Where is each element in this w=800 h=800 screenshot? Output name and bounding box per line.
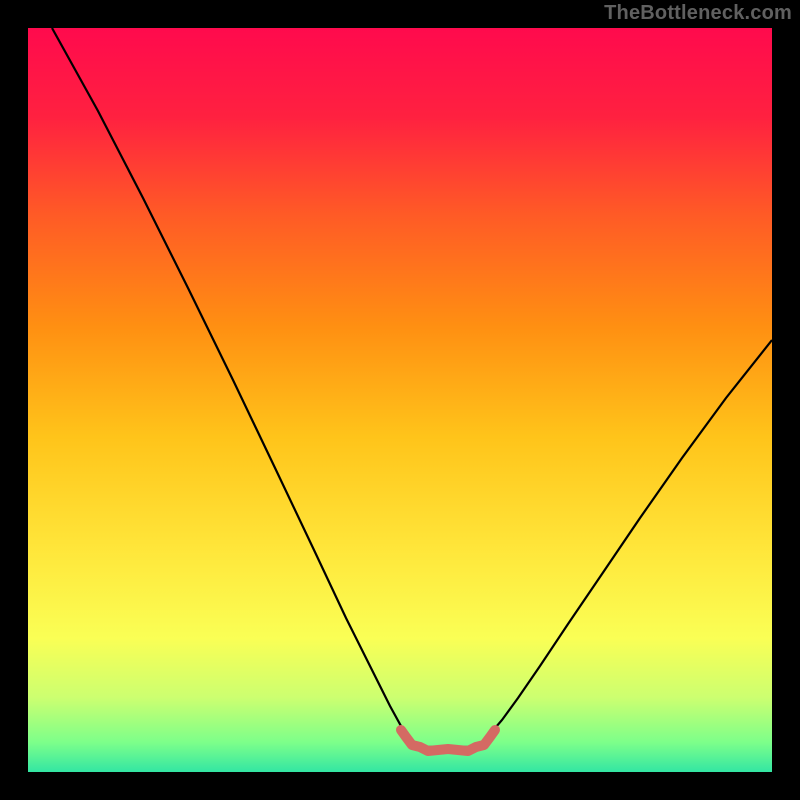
plot-area — [28, 28, 772, 772]
watermark-label: TheBottleneck.com — [604, 2, 792, 25]
bottleneck-curve — [52, 28, 772, 747]
chart-frame: TheBottleneck.com — [0, 0, 800, 800]
curves-layer — [28, 28, 772, 772]
optimal-range-marker — [401, 730, 495, 751]
